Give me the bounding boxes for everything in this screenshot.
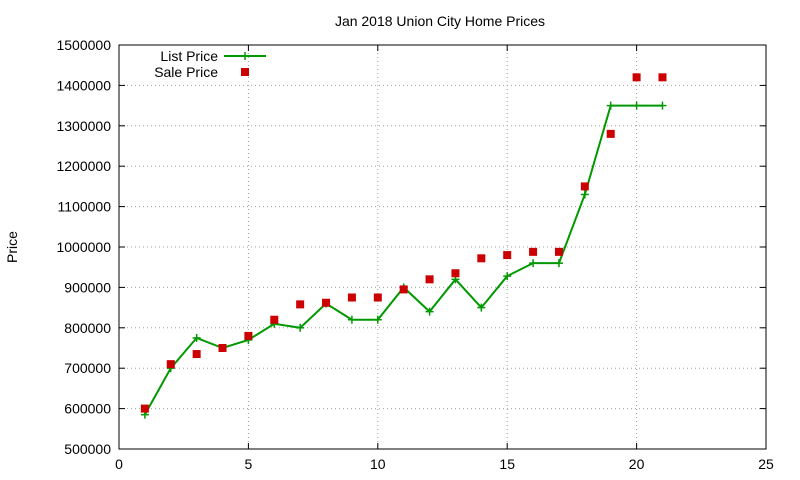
legend-label: Sale Price [154, 64, 218, 80]
y-tick-label: 700000 [64, 360, 111, 376]
data-point [503, 272, 512, 281]
data-point [451, 269, 460, 278]
data-point [477, 303, 486, 312]
y-axis-label: Price [4, 231, 20, 263]
data-point [166, 360, 175, 369]
data-point [425, 307, 434, 316]
data-point [529, 247, 538, 256]
data-point [554, 247, 563, 256]
data-point [347, 315, 356, 324]
x-tick-label: 10 [370, 456, 386, 472]
y-tick-label: 900000 [64, 279, 111, 295]
legend-label: List Price [160, 48, 218, 64]
y-tick-label: 800000 [64, 320, 111, 336]
y-tick-label: 1100000 [58, 199, 112, 215]
data-point [632, 101, 641, 110]
data-point [322, 298, 331, 307]
x-tick-label: 0 [115, 456, 123, 472]
y-tick-label: 1500000 [56, 37, 111, 53]
plot-frame [118, 44, 767, 450]
legend-marker [241, 52, 249, 60]
legend-marker [241, 68, 249, 76]
series [140, 73, 667, 419]
data-point [606, 129, 615, 138]
y-tick-label: 600000 [64, 401, 111, 417]
data-point [658, 101, 667, 110]
data-point [554, 259, 563, 268]
data-point [192, 333, 201, 342]
data-point [658, 73, 667, 82]
x-tick-label: 15 [499, 456, 515, 472]
data-point [270, 315, 279, 324]
data-point [503, 251, 512, 260]
data-point [244, 331, 253, 340]
x-tick-label: 20 [629, 456, 645, 472]
x-tick-label: 5 [245, 456, 253, 472]
data-point [192, 350, 201, 359]
data-point [373, 293, 382, 302]
data-point [140, 404, 149, 413]
y-tick-label: 500000 [64, 441, 111, 457]
data-point [580, 190, 589, 199]
y-tick-label: 1000000 [56, 239, 111, 255]
chart-title: Jan 2018 Union City Home Prices [335, 13, 545, 29]
data-point [632, 73, 641, 82]
x-tick-label: 25 [758, 456, 774, 472]
data-point [580, 182, 589, 191]
data-point [296, 300, 305, 309]
data-point [606, 101, 615, 110]
y-tick-label: 1400000 [56, 77, 111, 93]
grid [119, 45, 766, 449]
data-point [529, 259, 538, 268]
data-point [296, 323, 305, 332]
series-sale-price [140, 73, 667, 413]
data-point [218, 344, 227, 352]
y-tick-label: 1300000 [56, 118, 111, 134]
y-tick-label: 1200000 [56, 158, 111, 174]
data-point [477, 254, 486, 263]
data-point [347, 293, 356, 302]
series-list-price [140, 101, 667, 419]
data-point [373, 315, 382, 324]
axes: 500000 600000 700000 800000 900000 1000000 110… [56, 37, 774, 472]
data-point [399, 285, 408, 294]
data-point [425, 275, 434, 284]
